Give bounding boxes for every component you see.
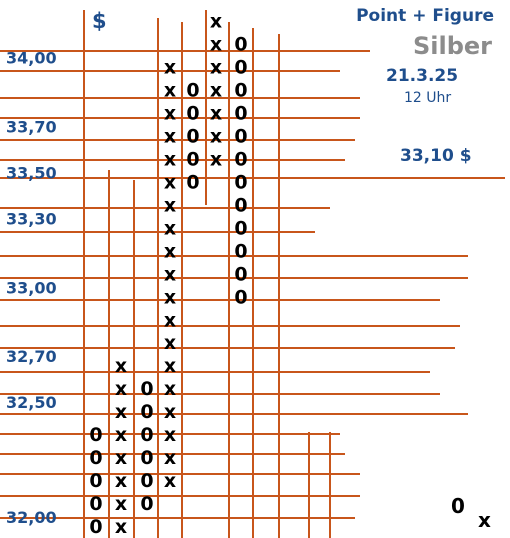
x-mark: x — [164, 286, 176, 308]
x-mark: x — [115, 447, 127, 469]
o-mark: 0 — [186, 126, 199, 148]
o-mark: 0 — [140, 493, 153, 515]
x-mark: x — [115, 470, 127, 492]
y-tick-label: 32,00 — [6, 508, 57, 527]
current-price: 33,10 $ — [400, 146, 472, 166]
o-mark: 0 — [186, 80, 199, 102]
o-mark: 0 — [140, 401, 153, 423]
x-mark: x — [164, 172, 176, 194]
x-mark: x — [115, 401, 127, 423]
o-mark: 0 — [234, 217, 247, 239]
y-tick-label: 33,30 — [6, 209, 57, 228]
x-mark: x — [115, 516, 127, 538]
x-mark: x — [164, 126, 176, 148]
o-mark: 0 — [234, 194, 247, 216]
chart-date: 21.3.25 — [386, 66, 459, 86]
x-mark: x — [164, 80, 176, 102]
o-mark: 0 — [140, 378, 153, 400]
o-mark: 0 — [234, 240, 247, 262]
o-mark: 0 — [234, 263, 247, 285]
y-tick-label: 33,00 — [6, 278, 57, 297]
o-mark: 0 — [140, 470, 153, 492]
x-mark: x — [164, 194, 176, 216]
o-mark: 0 — [234, 149, 247, 171]
x-mark: x — [164, 149, 176, 171]
x-mark: x — [164, 355, 176, 377]
x-mark: x — [164, 470, 176, 492]
x-mark: x — [164, 447, 176, 469]
o-mark: 0 — [89, 447, 102, 469]
chart-time: 12 Uhr — [404, 90, 452, 106]
o-mark: 0 — [186, 149, 199, 171]
chart-title: Point + Figure — [356, 6, 494, 26]
x-mark: x — [164, 263, 176, 285]
o-mark: 0 — [234, 34, 247, 56]
x-mark: x — [210, 80, 222, 102]
x-mark: x — [164, 401, 176, 423]
x-mark: x — [115, 355, 127, 377]
o-mark: 0 — [234, 80, 247, 102]
o-mark: 0 — [89, 516, 102, 538]
x-mark: x — [210, 126, 222, 148]
y-tick-label: 32,50 — [6, 393, 57, 412]
o-mark: 0 — [186, 172, 199, 194]
x-mark: x — [210, 34, 222, 56]
x-mark: x — [164, 332, 176, 354]
o-mark: 0 — [234, 172, 247, 194]
o-mark: 0 — [89, 470, 102, 492]
y-tick-label: 32,70 — [6, 347, 57, 366]
currency-label: $ — [92, 9, 107, 33]
chart-subtitle: Silber — [412, 32, 492, 60]
x-mark: x — [210, 149, 222, 171]
o-mark: 0 — [186, 103, 199, 125]
o-mark: 0 — [234, 57, 247, 79]
o-mark: 0 — [140, 447, 153, 469]
x-mark: x — [164, 57, 176, 79]
y-tick-label: 33,70 — [6, 118, 57, 137]
o-mark: 0 — [89, 424, 102, 446]
x-mark: x — [115, 493, 127, 515]
x-mark: x — [164, 240, 176, 262]
legend-x-label: x — [478, 508, 491, 532]
o-mark: 0 — [234, 286, 247, 308]
x-mark: x — [210, 11, 222, 33]
x-mark: x — [164, 103, 176, 125]
y-tick-label: 33,50 — [6, 164, 57, 183]
legend-o-label: 0 — [451, 494, 465, 518]
x-mark: x — [164, 424, 176, 446]
x-mark: x — [164, 378, 176, 400]
y-tick-label: 34,00 — [6, 49, 57, 68]
x-mark: x — [164, 217, 176, 239]
x-mark: x — [210, 57, 222, 79]
x-mark: x — [210, 103, 222, 125]
o-mark: 0 — [140, 424, 153, 446]
x-mark: x — [115, 424, 127, 446]
o-mark: 0 — [234, 103, 247, 125]
x-mark: x — [115, 378, 127, 400]
x-mark: x — [164, 309, 176, 331]
o-mark: 0 — [89, 493, 102, 515]
o-mark: 0 — [234, 126, 247, 148]
